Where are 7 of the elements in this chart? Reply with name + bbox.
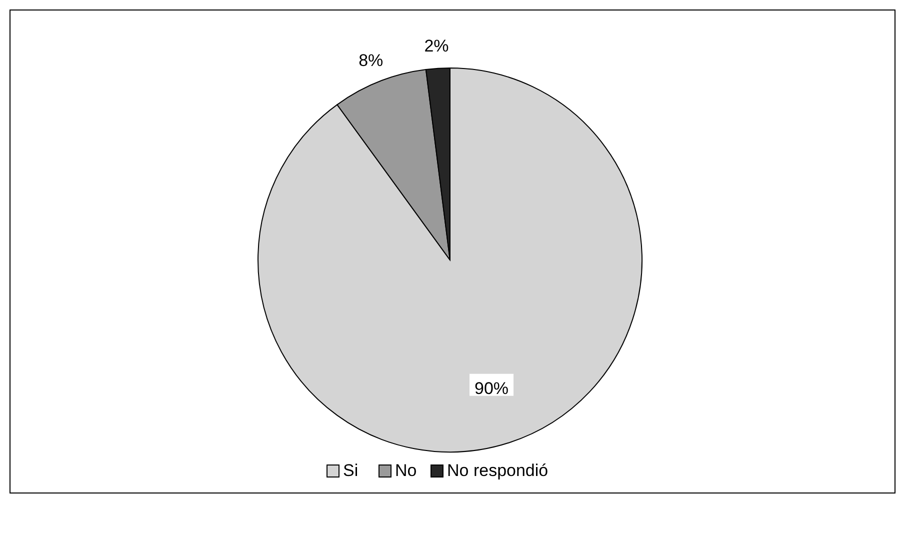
data-label: 8% (358, 51, 384, 70)
legend-label: Si (343, 461, 358, 480)
legend-label: No (395, 461, 417, 480)
data-label: 2% (424, 36, 449, 56)
data-label: 90% (474, 378, 509, 398)
pie-slice (258, 68, 642, 452)
legend-label: No respondió (447, 461, 548, 480)
